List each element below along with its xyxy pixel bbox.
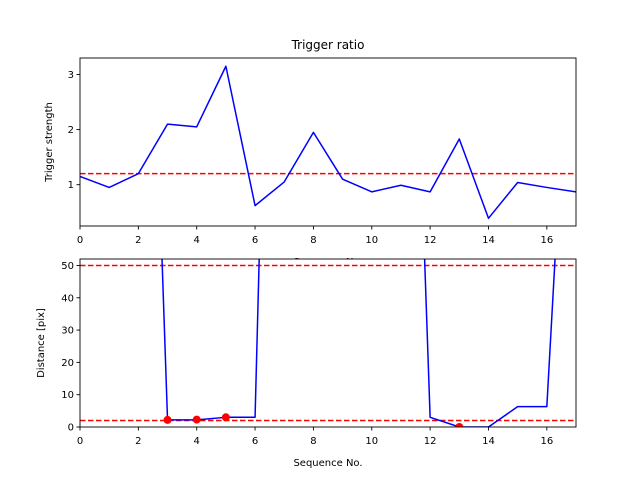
y-tick-label: 1 [68,180,74,191]
y-tick-label: 30 [61,326,74,337]
x-tick-label: 4 [194,436,200,447]
plot-area [80,259,576,427]
y-tick-label: 40 [61,293,74,304]
data-point [221,413,230,422]
x-tick-label: 6 [252,235,258,246]
x-tick-label: 12 [424,436,437,447]
chart-2: 0 2 4 6 8 10 12 14 16 0 10 20 30 40 50 Sequence No. Dist… [36,258,577,469]
axes-frame [79,258,577,428]
x-tick-label: 8 [310,436,316,447]
y-tick-label: 20 [61,358,74,369]
x-tick-label: 14 [482,436,495,447]
x-tick-label: 16 [540,235,553,246]
x-tick-label: 0 [77,235,83,246]
x-tick-label: 4 [194,235,200,246]
data-point [192,415,201,424]
x-tick-label: 8 [310,235,316,246]
y-tick-label: 50 [61,261,74,272]
chart-title: Trigger ratio [291,38,365,52]
x-axis-label: Sequence No. [293,458,362,469]
x-tick-label: 2 [135,436,141,447]
plot-contents [80,259,576,427]
x-tick-label: 10 [365,235,378,246]
x-tick-label: 10 [365,436,378,447]
data-point [455,423,464,427]
y-tick-label: 0 [68,423,74,434]
axes-frame [79,57,577,227]
y-tick-label: 2 [68,125,74,136]
y-tick-label: 3 [68,70,74,81]
x-tick-label: 0 [77,436,83,447]
y-axis-label: Trigger strength [44,102,55,183]
plot-contents [80,65,576,220]
data-point [163,415,172,424]
y-tick-label: 10 [61,390,74,401]
y-axis-label: Distance [pix] [36,308,47,378]
chart-1: 0246810121416123Sequence No.Trigger stre… [44,38,577,268]
x-tick-label: 12 [424,235,437,246]
x-tick-label: 14 [482,235,495,246]
plot-area [80,58,576,226]
x-tick-label: 6 [252,436,258,447]
x-tick-label: 2 [135,235,141,246]
x-tick-label: 16 [540,436,553,447]
series-line [80,65,576,220]
